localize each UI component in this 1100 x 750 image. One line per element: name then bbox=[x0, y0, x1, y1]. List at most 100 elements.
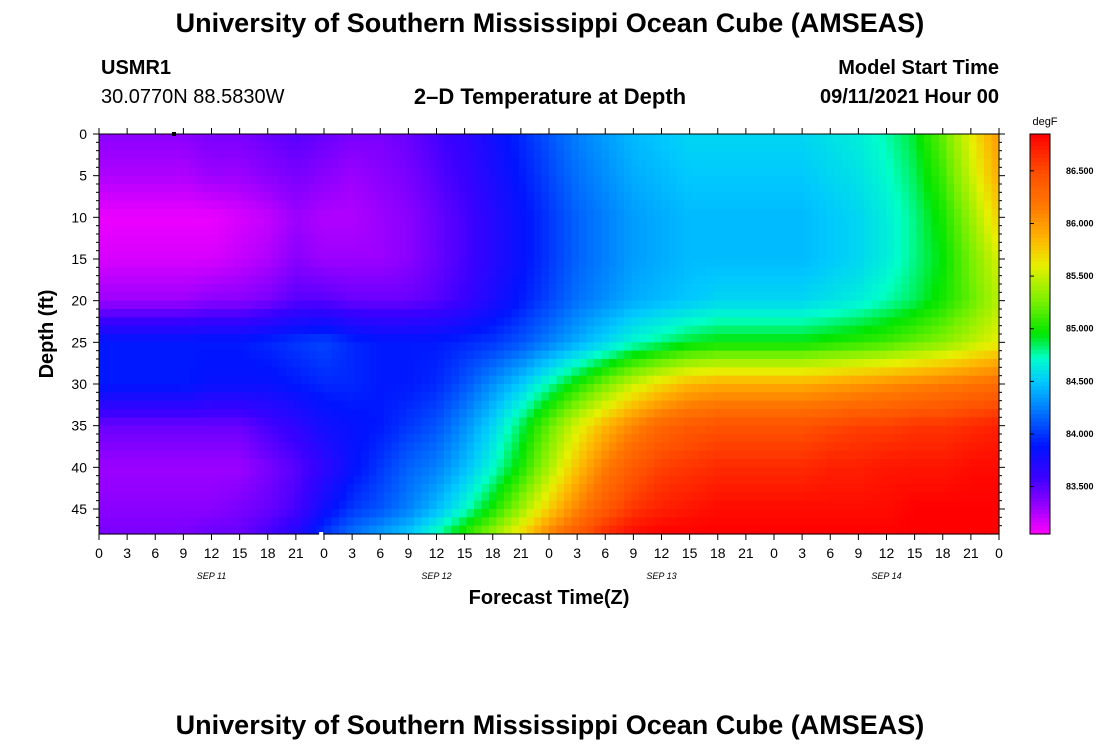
heatmap-cell bbox=[421, 517, 430, 527]
heatmap-cell bbox=[826, 200, 835, 210]
heatmap-cell bbox=[279, 209, 288, 218]
heatmap-cell bbox=[151, 217, 160, 227]
heatmap-cell bbox=[316, 250, 325, 260]
heatmap-cell bbox=[406, 450, 415, 460]
heatmap-cell bbox=[706, 325, 715, 335]
heatmap-cell bbox=[789, 400, 798, 410]
heatmap-cell bbox=[174, 209, 183, 218]
heatmap-cell bbox=[196, 475, 205, 485]
heatmap-cell bbox=[391, 142, 400, 152]
heatmap-cell bbox=[511, 500, 520, 510]
heatmap-cell bbox=[219, 475, 228, 485]
heatmap-cell bbox=[721, 225, 730, 235]
heatmap-cell bbox=[384, 142, 393, 152]
heatmap-cell bbox=[841, 492, 850, 502]
heatmap-cell bbox=[841, 417, 850, 427]
heatmap-cell bbox=[339, 317, 348, 327]
heatmap-cell bbox=[579, 225, 588, 235]
heatmap-cell bbox=[489, 450, 498, 460]
heatmap-cell bbox=[174, 242, 183, 252]
heatmap-cell bbox=[204, 350, 213, 360]
heatmap-cell bbox=[451, 392, 460, 402]
heatmap-cell bbox=[849, 459, 858, 468]
heatmap-cell bbox=[99, 267, 108, 277]
heatmap-cell bbox=[406, 367, 415, 377]
heatmap-cell bbox=[346, 209, 355, 218]
heatmap-cell bbox=[601, 500, 610, 510]
heatmap-cell bbox=[834, 159, 843, 168]
heatmap-cell bbox=[369, 475, 378, 485]
heatmap-cell bbox=[571, 367, 580, 377]
heatmap-cell bbox=[654, 384, 663, 393]
heatmap-cell bbox=[849, 467, 858, 477]
heatmap-cell bbox=[106, 342, 115, 352]
heatmap-cell bbox=[166, 142, 175, 152]
heatmap-cell bbox=[241, 434, 250, 443]
heatmap-cell bbox=[729, 400, 738, 410]
heatmap-cell bbox=[729, 250, 738, 260]
heatmap-cell bbox=[526, 259, 535, 268]
heatmap-cell bbox=[421, 334, 430, 343]
heatmap-cell bbox=[781, 384, 790, 393]
heatmap-cell bbox=[181, 200, 190, 210]
heatmap-cell bbox=[496, 417, 505, 427]
heatmap-cell bbox=[774, 175, 783, 185]
heatmap-cell bbox=[609, 284, 618, 293]
heatmap-cell bbox=[391, 417, 400, 427]
heatmap-cell bbox=[639, 142, 648, 152]
heatmap-cell bbox=[789, 375, 798, 385]
heatmap-cell bbox=[444, 350, 453, 360]
heatmap-cell bbox=[676, 225, 685, 235]
heatmap-cell bbox=[316, 509, 325, 518]
heatmap-cell bbox=[369, 325, 378, 335]
heatmap-cell bbox=[309, 300, 318, 310]
heatmap-cell bbox=[196, 350, 205, 360]
heatmap-cell bbox=[609, 392, 618, 402]
heatmap-cell bbox=[459, 334, 468, 343]
heatmap-cell bbox=[384, 275, 393, 285]
heatmap-cell bbox=[354, 375, 363, 385]
heatmap-cell bbox=[114, 359, 123, 368]
heatmap-cell bbox=[106, 192, 115, 202]
heatmap-cell bbox=[474, 184, 483, 193]
heatmap-cell bbox=[301, 275, 310, 285]
heatmap-cell bbox=[586, 425, 595, 435]
heatmap-cell bbox=[316, 284, 325, 293]
heatmap-cell bbox=[729, 425, 738, 435]
heatmap-cell bbox=[211, 259, 220, 268]
heatmap-cell bbox=[781, 234, 790, 243]
heatmap-cell bbox=[429, 217, 438, 227]
heatmap-cell bbox=[789, 367, 798, 377]
heatmap-cell bbox=[564, 250, 573, 260]
heatmap-cell bbox=[624, 350, 633, 360]
heatmap-cell bbox=[526, 450, 535, 460]
heatmap-cell bbox=[834, 384, 843, 393]
heatmap-cell bbox=[151, 242, 160, 252]
heatmap-cell bbox=[106, 167, 115, 177]
heatmap-cell bbox=[796, 417, 805, 427]
heatmap-cell bbox=[489, 509, 498, 518]
heatmap-cell bbox=[241, 392, 250, 402]
heatmap-cell bbox=[819, 359, 828, 368]
heatmap-cell bbox=[166, 184, 175, 193]
heatmap-cell bbox=[556, 292, 565, 302]
heatmap-cell bbox=[211, 134, 220, 143]
heatmap-cell bbox=[399, 250, 408, 260]
heatmap-cell bbox=[721, 284, 730, 293]
heatmap-cell bbox=[264, 250, 273, 260]
heatmap-cell bbox=[211, 517, 220, 527]
heatmap-cell bbox=[174, 342, 183, 352]
heatmap-cell bbox=[556, 475, 565, 485]
heatmap-cell bbox=[151, 284, 160, 293]
heatmap-cell bbox=[856, 334, 865, 343]
heatmap-cell bbox=[834, 509, 843, 518]
heatmap-cell bbox=[729, 134, 738, 143]
heatmap-cell bbox=[361, 492, 370, 502]
heatmap-cell bbox=[444, 434, 453, 443]
heatmap-cell bbox=[451, 250, 460, 260]
heatmap-cell bbox=[654, 134, 663, 143]
heatmap-cell bbox=[309, 200, 318, 210]
heatmap-cell bbox=[219, 167, 228, 177]
heatmap-cell bbox=[99, 150, 108, 160]
heatmap-cell bbox=[796, 334, 805, 343]
